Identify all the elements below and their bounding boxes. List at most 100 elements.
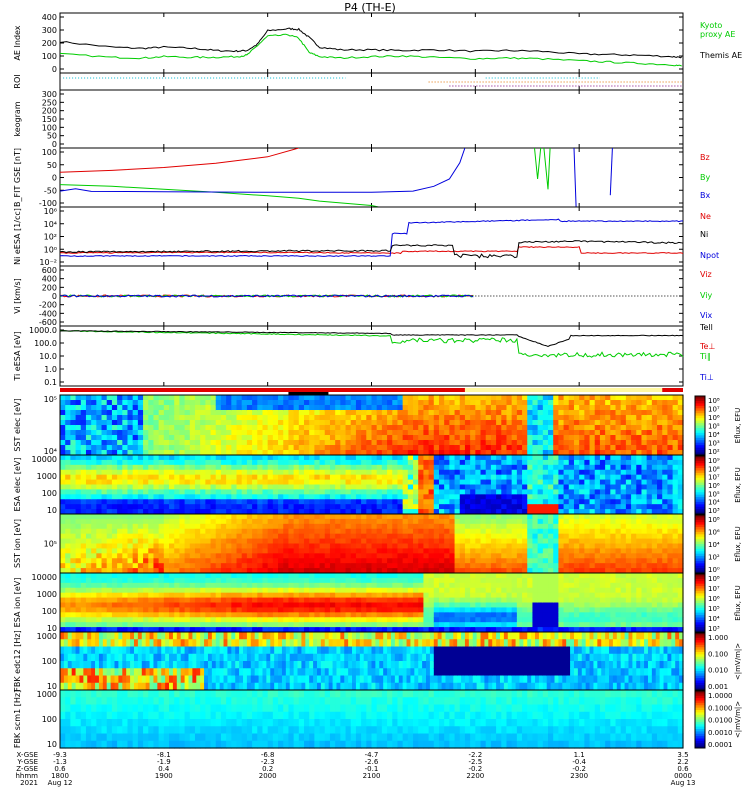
spectrogram-cell xyxy=(527,504,534,510)
spectrogram-cell xyxy=(631,395,637,401)
spectrogram-cell xyxy=(163,494,170,500)
spectrogram-cell xyxy=(662,459,669,466)
spectrogram-cell xyxy=(283,464,290,471)
spectrogram-cell xyxy=(620,464,627,471)
spectrogram-cell xyxy=(96,602,103,609)
spectrogram-cell xyxy=(106,509,113,515)
spectrogram-cell xyxy=(298,553,305,559)
spectrogram-cell xyxy=(599,523,606,530)
colorbar-swatch xyxy=(695,494,705,498)
spectrogram-cell xyxy=(594,425,601,431)
spectrogram-cell xyxy=(475,445,482,451)
spectrogram-cell xyxy=(490,518,497,525)
spectrogram-cell xyxy=(579,499,585,505)
spectrogram-cell xyxy=(527,558,534,564)
spectrogram-cell xyxy=(537,548,544,554)
spectrogram-cell xyxy=(366,455,373,461)
spectrogram-cell xyxy=(605,415,611,421)
spectrogram-cell xyxy=(464,450,471,456)
spectrogram-cell xyxy=(464,538,471,545)
spectrogram-cell xyxy=(428,455,435,461)
spectrogram-cell xyxy=(563,489,570,495)
spectrogram-cell xyxy=(599,425,606,431)
spectrogram-cell xyxy=(267,499,274,505)
spectrogram-cell xyxy=(464,435,471,441)
spectrogram-cell xyxy=(210,455,217,461)
spectrogram-cell xyxy=(231,450,238,456)
spectrogram-cell xyxy=(200,504,206,510)
spectrogram-cell xyxy=(444,415,450,421)
spectrogram-cell xyxy=(615,474,622,481)
spectrogram-cell xyxy=(189,504,196,510)
spectrogram-cell xyxy=(309,553,315,559)
spectrogram-cell xyxy=(257,528,264,535)
spectrogram-cell xyxy=(355,504,362,510)
spectrogram-cell xyxy=(387,558,393,564)
spectrogram-cell xyxy=(200,469,206,476)
spectrogram-cell xyxy=(563,420,570,426)
spectrogram-cell xyxy=(70,612,77,618)
spectrogram-cell xyxy=(641,395,648,401)
spectrogram-cell xyxy=(179,400,186,406)
spectrogram-cell xyxy=(60,543,66,550)
spectrogram-cell xyxy=(381,484,388,491)
colorbar-tick: 10⁵ xyxy=(708,423,720,431)
spectrogram-cell xyxy=(194,410,201,416)
spectrogram-cell xyxy=(111,558,118,564)
spectrogram-cell xyxy=(314,464,321,471)
by-line xyxy=(543,148,551,190)
spectrogram-cell xyxy=(454,558,461,564)
spectrogram-cell xyxy=(335,518,341,525)
spectrogram-cell xyxy=(324,464,331,471)
spectrogram-cell xyxy=(111,514,118,520)
spectrogram-cell xyxy=(522,528,528,535)
spectrogram-cell xyxy=(215,425,222,431)
spectrogram-cell xyxy=(444,494,450,500)
spectrogram-cell xyxy=(568,509,575,515)
spectrogram-cell xyxy=(516,568,523,574)
spectrogram-cell xyxy=(563,464,570,471)
spectrogram-cell xyxy=(60,410,66,416)
spectrogram-cell xyxy=(220,455,227,461)
spectrogram-cell xyxy=(127,474,134,481)
spectrogram-cell xyxy=(433,425,440,431)
spectrogram-cell xyxy=(584,548,591,554)
spectrogram-cell xyxy=(220,410,227,416)
spectrogram-cell xyxy=(433,509,440,515)
spectrogram-cell xyxy=(288,459,295,466)
spectrogram-cell xyxy=(407,528,414,535)
spectrogram-cell xyxy=(345,553,352,559)
spectrogram-cell xyxy=(433,528,440,535)
spectrogram-cell xyxy=(599,553,606,559)
spectrogram-cell xyxy=(101,617,108,623)
spectrogram-cell xyxy=(511,425,518,431)
spectrogram-cell xyxy=(210,479,217,486)
spectrogram-cell xyxy=(407,499,414,505)
spectrogram-cell xyxy=(506,415,513,421)
spectrogram-cell xyxy=(184,435,191,441)
spectrogram-cell xyxy=(516,469,523,476)
spectrogram-cell xyxy=(262,450,269,456)
spectrogram-cell xyxy=(200,528,206,535)
spectrogram-cell xyxy=(169,420,175,426)
spectrogram-cell xyxy=(200,420,206,426)
spectrogram-cell xyxy=(584,395,591,401)
spectrogram-cell xyxy=(137,617,144,623)
spectrogram-cell xyxy=(272,459,279,466)
spectrogram-cell xyxy=(241,509,248,515)
spectrogram-cell xyxy=(215,538,222,545)
spectrogram-cell xyxy=(262,415,269,421)
spectrogram-cell xyxy=(470,568,476,574)
spectrogram-cell xyxy=(111,430,118,436)
spectrogram-cell xyxy=(501,430,508,436)
spectrogram-cell xyxy=(381,464,388,471)
spectrogram-cell xyxy=(573,459,580,466)
spectrogram-cell xyxy=(506,425,513,431)
spectrogram-cell xyxy=(117,464,123,471)
spectrogram-cell xyxy=(96,499,103,505)
spectrogram-cell xyxy=(589,484,596,491)
spectrogram-cell xyxy=(579,523,585,530)
spectrogram-cell xyxy=(657,425,663,431)
spectrogram-cell xyxy=(496,445,502,451)
spectrogram-cell xyxy=(80,582,87,589)
